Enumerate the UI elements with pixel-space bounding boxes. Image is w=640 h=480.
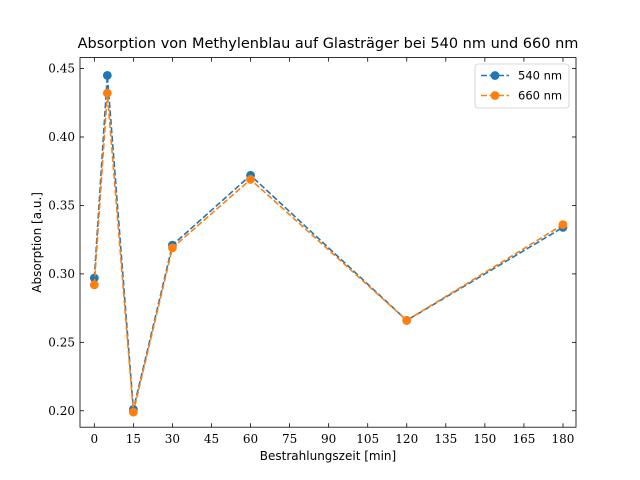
- y-tick-label: 0.40: [48, 130, 75, 144]
- y-tick-label: 0.45: [48, 62, 75, 76]
- x-tick-label: 60: [243, 432, 258, 446]
- x-tick-label: 120: [395, 432, 418, 446]
- x-tick-label: 150: [473, 432, 496, 446]
- chart-title: Absorption von Methylenblau auf Glasträg…: [78, 36, 579, 52]
- y-axis-ticks: 0.20 0.25 0.30 0.35 0.40 0.45: [48, 62, 576, 418]
- y-tick-label: 0.20: [48, 404, 75, 418]
- y-tick-label: 0.35: [48, 198, 75, 212]
- legend-entries: 540 nm 660 nm: [481, 69, 562, 103]
- x-tick-label: 135: [434, 432, 457, 446]
- legend-marker: [490, 71, 500, 80]
- legend-label: 660 nm: [518, 89, 562, 103]
- plot-series: [89, 70, 568, 417]
- x-tick-label: 165: [512, 432, 535, 446]
- data-point-series-2: [102, 88, 112, 98]
- x-axis-label: Bestrahlungszeit [min]: [260, 449, 396, 463]
- y-tick-label: 0.25: [48, 335, 75, 349]
- plot-frame: [79, 57, 577, 428]
- legend-marker: [490, 91, 500, 100]
- data-point-series-2: [128, 407, 138, 417]
- data-point-series-2: [558, 220, 568, 230]
- x-tick-label: 180: [552, 432, 575, 446]
- x-axis-ticks: 0 15 30 45 60 75 90 105 120 135 150 165 180: [90, 57, 575, 446]
- x-tick-label: 15: [126, 432, 141, 446]
- x-tick-label: 0: [90, 432, 98, 446]
- legend-label: 540 nm: [518, 69, 562, 83]
- y-axis-label: Absorption [a.u.]: [30, 192, 44, 293]
- data-point-series-1: [102, 70, 112, 80]
- x-tick-label: 30: [165, 432, 180, 446]
- x-tick-label: 45: [204, 432, 219, 446]
- data-point-series-1: [89, 273, 99, 283]
- x-tick-label: 75: [282, 432, 297, 446]
- y-tick-label: 0.30: [48, 267, 75, 281]
- legend: 540 nm 660 nm: [474, 63, 570, 109]
- x-tick-label: 105: [356, 432, 379, 446]
- data-point-series-2: [402, 316, 412, 325]
- data-point-series-2: [246, 175, 255, 184]
- data-point-series-2: [89, 280, 99, 290]
- x-tick-label: 90: [321, 432, 336, 446]
- data-point-series-2: [168, 243, 177, 253]
